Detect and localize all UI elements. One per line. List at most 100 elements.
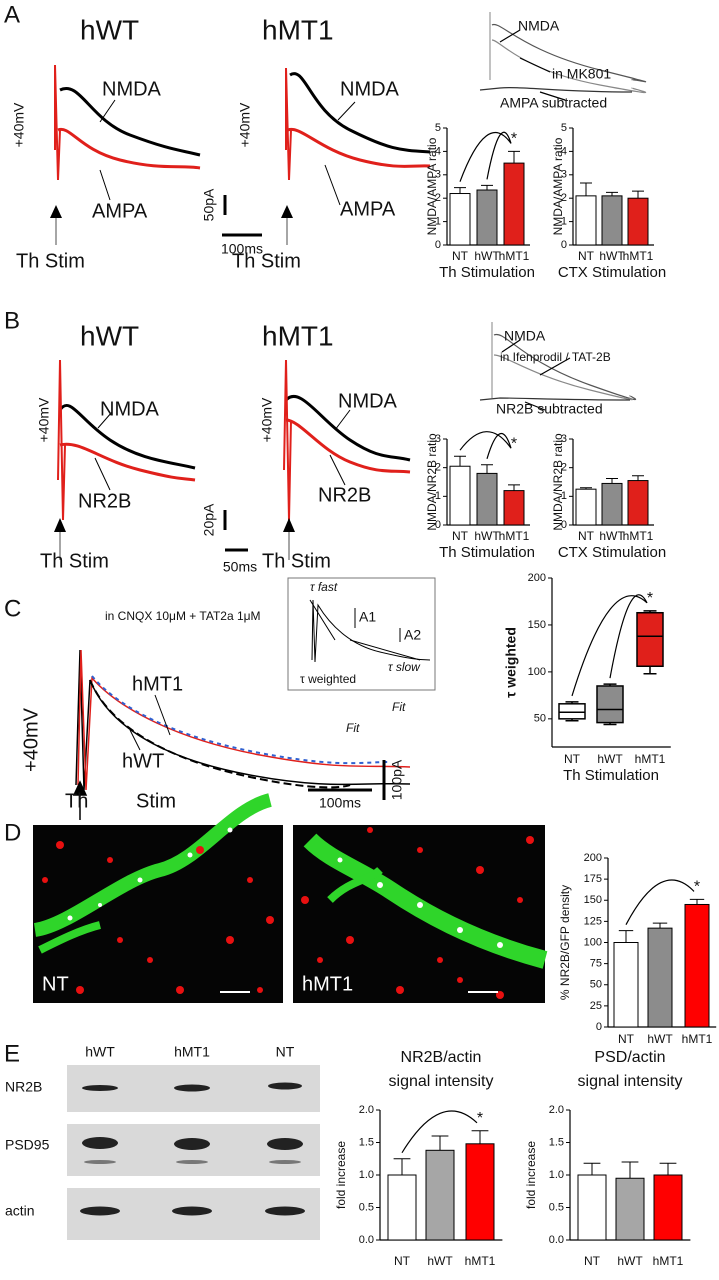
y-tick-label: 4	[561, 145, 567, 157]
fit-label: Fit	[346, 721, 360, 735]
trace-title: hWT	[80, 320, 139, 351]
y-tick-label: 50	[590, 979, 602, 991]
row-label: NR2B	[5, 1079, 42, 1095]
trace-label: NMDA	[338, 390, 398, 412]
significance-star: *	[694, 879, 700, 896]
trace-label: NR2B	[78, 490, 131, 512]
bar	[503, 490, 525, 526]
x-tick-label: NT	[578, 529, 595, 543]
y-tick-label: 5	[561, 122, 567, 134]
error-bar	[689, 898, 705, 905]
x-axis-label: Th Stimulation	[439, 264, 535, 281]
x-tick-label: hMT1	[653, 1254, 684, 1268]
chart-title: NR2B/actin	[401, 1049, 482, 1066]
y-tick-label: 1.5	[549, 1136, 564, 1148]
error-bar	[508, 484, 520, 491]
x-tick-label: hMT1	[623, 249, 654, 263]
scale-label: 100pA	[389, 759, 405, 800]
traces-a	[50, 64, 431, 245]
trace-label: hWT	[122, 750, 164, 772]
y-tick-label: 0	[435, 239, 441, 251]
voltage-label: +40mV	[11, 102, 27, 147]
significance-arc	[625, 879, 695, 925]
error-bar	[481, 184, 493, 191]
y-tick-label: 1.5	[359, 1136, 374, 1148]
x-tick-label: hWT	[427, 1254, 453, 1268]
error-bar	[580, 487, 592, 490]
x-tick-label: hMT1	[465, 1254, 496, 1268]
y-axis-label: τ weighted	[503, 627, 519, 698]
significance-star: *	[647, 590, 653, 607]
image-label: NT	[42, 973, 69, 995]
error-bar	[632, 475, 644, 481]
stim-label: Stim	[136, 790, 176, 812]
x-tick-label: NT	[584, 1254, 601, 1268]
trace-label: NMDA	[100, 398, 160, 420]
inset-label: τ fast	[310, 580, 338, 594]
error-bar	[481, 464, 493, 474]
western-blots	[67, 1065, 320, 1240]
bar	[476, 472, 498, 526]
bar	[465, 1143, 495, 1241]
error-bar	[393, 1158, 411, 1175]
x-tick-label: hMT1	[499, 249, 530, 263]
y-tick-label: 50	[534, 713, 546, 725]
x-tick-label: hWT	[647, 1032, 673, 1046]
significance-star: *	[477, 1110, 483, 1127]
y-tick-label: 125	[584, 915, 602, 927]
lane-label: hWT	[85, 1044, 115, 1060]
error-bar	[454, 455, 466, 467]
chart-title: signal intensity	[389, 1073, 494, 1090]
chart-title: signal intensity	[578, 1073, 683, 1090]
y-axis-label: NMDA/AMPA ratio	[425, 137, 439, 235]
y-tick-label: 75	[590, 958, 602, 970]
x-tick-label: hWT	[474, 529, 500, 543]
inset-label: τ weighted	[300, 672, 356, 686]
x-tick-label: NT	[618, 1032, 635, 1046]
error-bar	[508, 150, 520, 164]
y-tick-label: 0	[596, 1021, 602, 1033]
inset-label: τ slow	[388, 660, 421, 674]
y-tick-label: 2	[561, 192, 567, 204]
error-bar	[606, 478, 618, 484]
y-tick-label: 3	[435, 169, 441, 181]
significance-star: *	[511, 131, 517, 148]
y-tick-label: 2.0	[359, 1104, 374, 1116]
y-tick-label: 0	[561, 519, 567, 531]
micrograph-hmt1	[293, 825, 548, 1003]
x-tick-label: hMT1	[623, 529, 654, 543]
x-tick-label: hWT	[597, 752, 623, 766]
error-bar	[583, 1162, 601, 1175]
y-tick-label: 0	[561, 239, 567, 251]
bar	[449, 465, 471, 526]
voltage-label: +40mV	[36, 397, 52, 442]
y-tick-label: 1.0	[359, 1169, 374, 1181]
y-tick-label: 100	[528, 666, 546, 678]
y-tick-label: 2	[435, 462, 441, 474]
significance-arc	[459, 431, 512, 451]
significance-arc	[459, 132, 512, 182]
micrograph-nt	[33, 793, 283, 1003]
bar	[575, 195, 597, 246]
x-axis-label: CTX Stimulation	[558, 544, 666, 561]
error-bar	[632, 190, 644, 199]
box	[558, 703, 586, 720]
image-label: hMT1	[302, 973, 353, 995]
box	[636, 611, 664, 668]
lane-label: hMT1	[174, 1044, 210, 1060]
row-label: actin	[5, 1203, 35, 1219]
significance-arc	[571, 595, 648, 697]
y-tick-label: 1	[435, 216, 441, 228]
stim-label: Th Stim	[232, 250, 301, 272]
error-bar	[580, 182, 592, 196]
error-bar	[621, 1161, 639, 1179]
x-tick-label: hWT	[474, 249, 500, 263]
x-tick-label: hMT1	[635, 752, 666, 766]
significance-arc	[401, 1110, 478, 1154]
y-axis-label: fold increase	[524, 1141, 538, 1209]
scale-label: 50ms	[223, 559, 257, 575]
bar	[684, 903, 710, 1028]
lane-label: NT	[276, 1044, 295, 1060]
bar	[601, 482, 623, 526]
